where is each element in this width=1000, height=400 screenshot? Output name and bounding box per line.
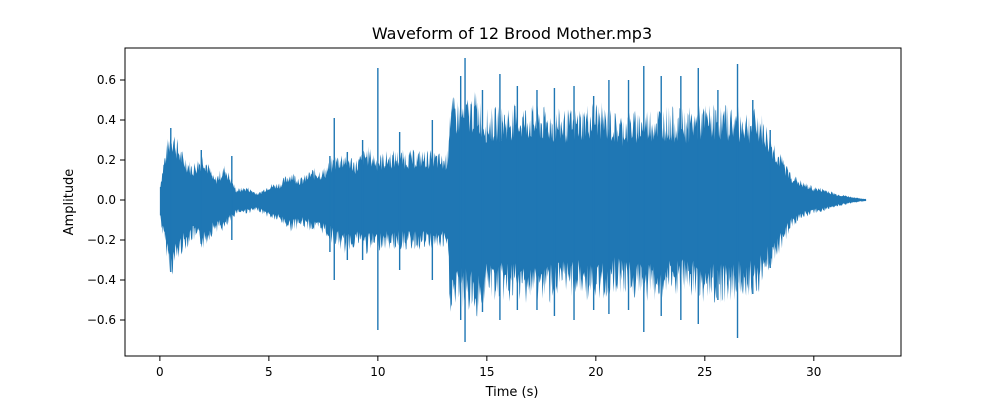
waveform-series-fill — [159, 91, 867, 317]
x-axis-label: Time (s) — [485, 385, 539, 400]
x-tick-label: 30 — [806, 365, 821, 379]
y-tick-label: 0.2 — [97, 153, 116, 167]
y-tick-label: 0.0 — [97, 193, 116, 207]
chart-title: Waveform of 12 Brood Mother.mp3 — [372, 24, 652, 43]
x-axis-ticks: 0 5 10 15 20 25 30 — [156, 356, 821, 379]
x-tick-label: 0 — [156, 365, 164, 379]
y-tick-label: −0.6 — [87, 313, 116, 327]
plot-area — [159, 58, 867, 342]
x-tick-label: 10 — [370, 365, 385, 379]
y-tick-label: 0.4 — [97, 113, 116, 127]
y-tick-label: −0.2 — [87, 233, 116, 247]
y-tick-label: −0.4 — [87, 273, 116, 287]
x-tick-label: 5 — [265, 365, 273, 379]
y-axis-ticks: −0.6 −0.4 −0.2 0.0 0.2 0.4 0.6 — [87, 73, 125, 327]
x-tick-label: 15 — [479, 365, 494, 379]
y-tick-label: 0.6 — [97, 73, 116, 87]
y-axis-label: Amplitude — [62, 169, 77, 236]
waveform-series-peaks — [170, 58, 771, 342]
x-tick-label: 20 — [588, 365, 603, 379]
axes-frame — [124, 47, 902, 357]
x-tick-label: 25 — [697, 365, 712, 379]
